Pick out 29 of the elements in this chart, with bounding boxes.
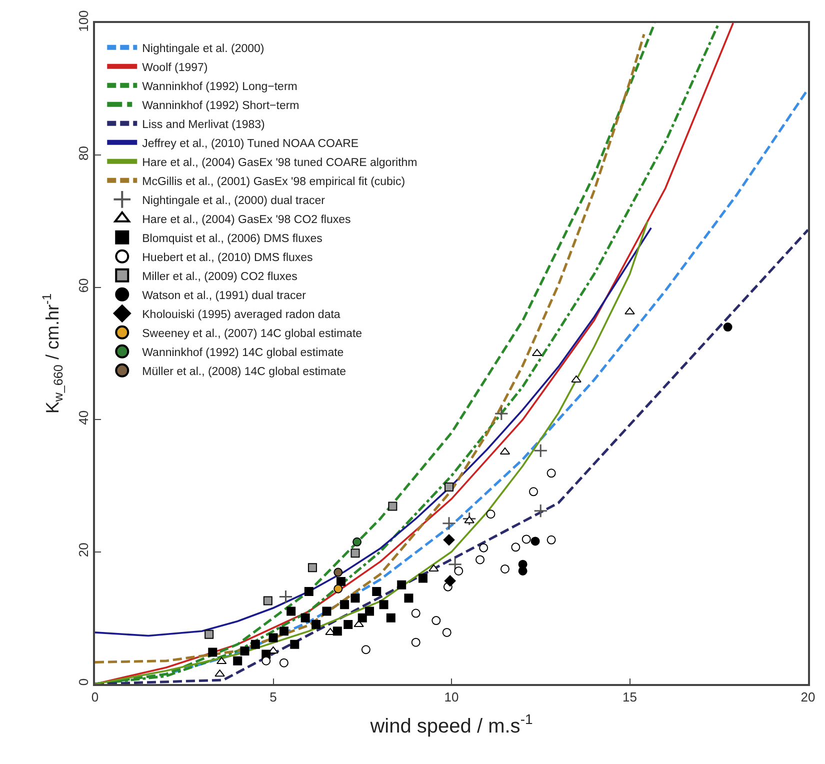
- legend-label: Kholouiski (1995) averaged radon data: [142, 308, 341, 321]
- legend-label: Woolf (1997): [142, 62, 208, 74]
- y-tick-label: 80: [76, 146, 92, 160]
- legend-label: Liss and Merlivat (1983): [142, 118, 266, 131]
- y-tick-label: 60: [76, 278, 92, 293]
- legend-label: Wanninkhof (1992) Short−term: [142, 100, 300, 112]
- x-axis-title: wind speed / m.s$^{-1}$: [369, 710, 533, 738]
- legend-label: Wanninkhof (1992) Long−term: [142, 80, 298, 93]
- x-tick-label: 20: [800, 689, 816, 704]
- legend-label: Müller et al., (2008) 14C global estimate: [142, 366, 346, 378]
- y-tick-label: 100: [76, 10, 92, 32]
- legend-label: Wanninkhof (1992) 14C global estimate: [142, 346, 344, 359]
- legend-label: Huebert et al., (2010) DMS fluxes: [142, 252, 314, 264]
- legend-label: Hare et al., (2004) GasEx '98 CO2 fluxes: [142, 214, 352, 226]
- legend-label: McGillis et al., (2001) GasEx '98 empirical fit (cubic): [142, 176, 406, 188]
- legend-label: Nightingale et al. (2000): [142, 42, 264, 55]
- legend-label: Nightingale et al., (2000) dual tracer: [142, 194, 326, 207]
- y-tick-label: 20: [76, 542, 92, 558]
- legend-label: Blomquist et al., (2006) DMS fluxes: [142, 232, 323, 245]
- legend-label: Watson et al., (1991) dual tracer: [142, 290, 306, 302]
- legend-label: Hare et al., (2004) GasEx '98 tuned COARE algorithm: [142, 156, 418, 169]
- y-tick-label: 0: [76, 678, 92, 686]
- legend-label: Jeffrey et al., (2010) Tuned NOAA COARE: [142, 138, 359, 150]
- x-tick-label: 10: [444, 689, 459, 704]
- legend-label: Miller et al., (2009) CO2 fluxes: [142, 270, 298, 283]
- x-tick-label: 15: [622, 689, 637, 704]
- y-tick-label: 40: [76, 410, 92, 425]
- legend-label: Sweeney et al., (2007) 14C global estimate: [142, 328, 362, 340]
- x-tick-label: 5: [270, 689, 277, 704]
